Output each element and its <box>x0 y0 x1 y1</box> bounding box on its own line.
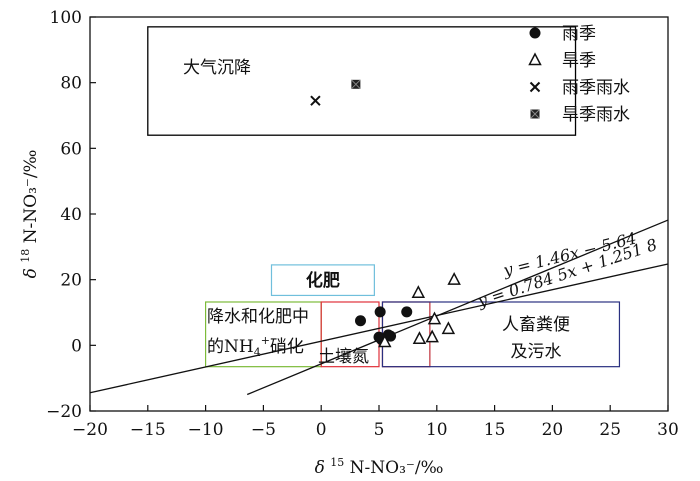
region-label-manure-line2: 及污水 <box>511 342 562 362</box>
legend-marker-雨季 <box>529 27 541 39</box>
point-雨季 <box>401 306 413 318</box>
region-box-1 <box>270 264 375 297</box>
y-tick-label: 80 <box>60 74 82 94</box>
data-points <box>310 79 461 348</box>
x-tick-label: −20 <box>72 420 108 440</box>
legend-label-旱季: 旱季 <box>562 51 596 71</box>
y-tick-label: 60 <box>60 139 82 159</box>
point-旱季 <box>447 272 461 285</box>
y-axis-delta: δ <box>21 268 41 278</box>
legend-label-旱季雨水: 旱季雨水 <box>562 105 630 125</box>
x-tick-label: 0 <box>316 420 327 440</box>
region-box-0 <box>147 26 577 136</box>
x-axis-unit: N-NO₃⁻/‰ <box>350 458 444 478</box>
region-label-nh4-nitrification-line2: 的NH4+硝化 <box>207 334 304 359</box>
x-tick-label: 30 <box>657 420 679 440</box>
legend-label-雨季雨水: 雨季雨水 <box>562 78 630 98</box>
point-旱季雨水 <box>351 79 361 90</box>
point-旱季 <box>378 334 392 348</box>
region-label-atmospheric-deposition: 大气沉降 <box>183 58 251 78</box>
y-tick-label: 20 <box>60 271 82 291</box>
x-tick-label: 5 <box>374 420 385 440</box>
legend-marker-旱季雨水 <box>530 109 540 119</box>
legend-label-雨季: 雨季 <box>562 24 596 44</box>
point-旱季 <box>412 331 427 345</box>
x-axis-delta: δ <box>315 458 325 478</box>
y-tick-label: 40 <box>60 205 82 225</box>
x-tick-label: 20 <box>542 420 564 440</box>
x-axis-title: δ 15 N-NO₃⁻/‰ <box>315 451 444 478</box>
point-旱季 <box>427 311 442 325</box>
point-雨季 <box>374 306 386 318</box>
legend-marker-雨季雨水 <box>529 81 541 93</box>
legend-marker-雨季雨水-stroke <box>529 81 541 93</box>
legend-marker-旱季雨水-stroke <box>530 109 540 119</box>
region-label-fertilizer: 化肥 <box>306 270 340 291</box>
region-label-soil-nitrogen: 土壤氮 <box>318 346 369 367</box>
point-旱季 <box>411 285 426 299</box>
regression-line-2 <box>89 263 669 394</box>
x-tick-label: 15 <box>484 420 506 440</box>
point-旱季雨水-stroke <box>351 79 361 90</box>
x-tick-label: −15 <box>130 420 166 440</box>
x-tick-label: −10 <box>188 420 224 440</box>
x-tick-label: 25 <box>599 420 621 440</box>
point-旱季 <box>425 329 439 343</box>
regression-line-1 <box>246 219 669 396</box>
regression-lines <box>89 219 669 396</box>
nh4-subscript: 4 <box>254 346 261 359</box>
region-label-manure-line1: 人畜粪便 <box>502 315 570 335</box>
x-tick-label: −5 <box>251 420 276 440</box>
axis-ticks: −20 −15 −10 −5 0 5 10 15 20 25 30 −20 0 20 40 60 80 100 <box>46 8 679 440</box>
y-axis-unit: N-NO₃⁻/‰ <box>21 150 41 244</box>
y-axis-title: δ 18 N-NO₃⁻/‰ <box>14 150 41 279</box>
x-tick-label: 10 <box>426 420 448 440</box>
point-雨季雨水 <box>310 95 321 106</box>
y-tick-label: 100 <box>50 8 82 28</box>
y-axis-isotope: 18 <box>19 249 32 263</box>
nh4-suffix: 硝化 <box>270 337 304 357</box>
point-雨季 <box>355 315 367 327</box>
point-雨季雨水-stroke <box>310 95 321 106</box>
nh4-superscript: + <box>261 334 270 347</box>
y-tick-label: −20 <box>46 402 82 422</box>
point-雨季 <box>385 330 397 342</box>
point-旱季 <box>441 321 456 335</box>
y-tick-label: 0 <box>71 336 82 356</box>
x-axis-isotope: 15 <box>330 456 344 469</box>
nh4-prefix: 的NH <box>207 337 254 357</box>
region-label-nh4-nitrification-line1: 降水和化肥中 <box>207 307 309 327</box>
legend-marker-旱季 <box>528 52 542 66</box>
